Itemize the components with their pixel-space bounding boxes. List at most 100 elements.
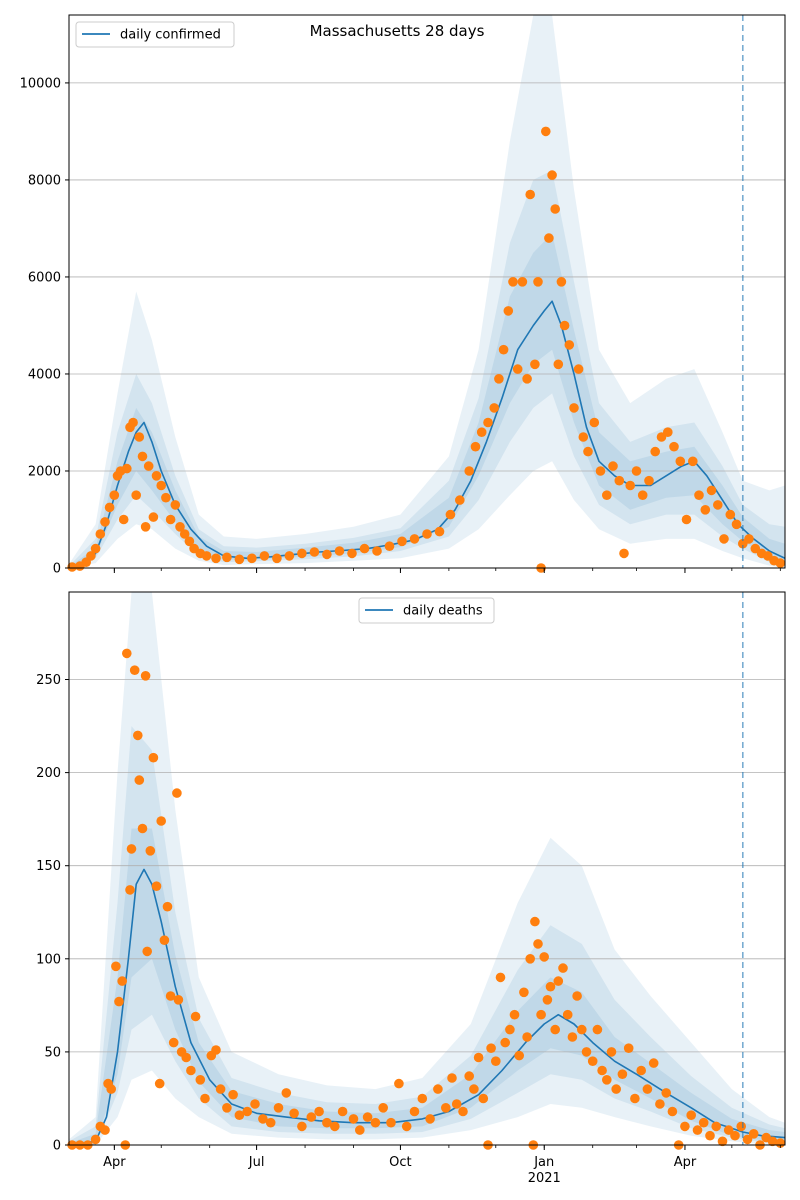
cases-data-point [731, 519, 742, 530]
deaths-data-point [265, 1117, 276, 1128]
cases-data-point [573, 364, 584, 374]
deaths-y-tick-label: 100 [36, 952, 61, 967]
deaths-data-point [623, 1043, 634, 1053]
deaths-data-point [250, 1099, 260, 1109]
deaths-data-point [680, 1121, 690, 1132]
cases-points-layer [67, 126, 786, 573]
deaths-data-point [273, 1103, 284, 1113]
cases-data-point [284, 551, 295, 561]
deaths-data-point [151, 881, 162, 891]
cases-data-point [583, 446, 593, 457]
deaths-data-point [642, 1084, 653, 1094]
cases-data-point [95, 529, 106, 539]
deaths-data-point [447, 1073, 457, 1083]
deaths-data-point [530, 916, 540, 927]
deaths-data-point [154, 1078, 165, 1089]
deaths-data-point [686, 1110, 696, 1120]
cases-data-point [384, 541, 395, 551]
deaths-data-point [519, 987, 529, 998]
deaths-data-point [550, 1024, 560, 1035]
deaths-data-point [553, 976, 564, 986]
cases-data-point [744, 534, 754, 544]
cases-data-point [470, 441, 481, 452]
deaths-y-tick-label: 200 [36, 766, 61, 781]
cases-data-point [334, 546, 345, 556]
deaths-data-point [162, 901, 173, 912]
cases-data-point [719, 534, 729, 544]
cases-data-point [372, 546, 382, 556]
cases-data-point [184, 536, 195, 547]
deaths-data-point [451, 1099, 462, 1109]
deaths-data-point [386, 1117, 396, 1128]
cases-data-point [247, 553, 257, 564]
cases-data-point [464, 466, 475, 476]
deaths-data-point [181, 1052, 191, 1063]
deaths-data-point [106, 1084, 116, 1094]
cases-data-point [694, 490, 704, 501]
deaths-data-point [648, 1058, 659, 1068]
deaths-data-point [522, 1032, 532, 1042]
cases-legend: daily confirmed [75, 21, 235, 48]
deaths-data-point [258, 1114, 268, 1124]
cases-data-point [700, 505, 711, 515]
deaths-y-tick-label: 150 [36, 859, 61, 874]
cases-y-tick-label: 6000 [28, 270, 61, 285]
cases-data-point [569, 403, 579, 413]
deaths-data-point [723, 1125, 734, 1135]
cases-data-point [669, 441, 679, 452]
cases-data-point [713, 500, 723, 510]
cases-data-point [644, 475, 654, 486]
deaths-data-point [172, 788, 182, 798]
deaths-data-point [577, 1024, 587, 1035]
cases-data-point [90, 543, 101, 554]
deaths-data-point [90, 1134, 101, 1145]
cases-data-point [222, 552, 232, 563]
deaths-data-point [228, 1089, 238, 1100]
deaths-data-point [314, 1106, 324, 1117]
cases-data-point [175, 522, 185, 532]
deaths-data-point [125, 885, 135, 895]
deaths-data-point [597, 1065, 607, 1076]
deaths-series-line [69, 868, 785, 1145]
deaths-data-point [730, 1130, 740, 1141]
deaths-data-point [433, 1084, 443, 1094]
cases-data-point [297, 548, 307, 559]
deaths-data-point [215, 1084, 226, 1094]
cases-data-point [359, 543, 370, 554]
cases-data-point [455, 495, 465, 505]
cases-data-point [498, 344, 509, 355]
deaths-data-point [242, 1106, 252, 1117]
deaths-data-point [636, 1065, 646, 1076]
deaths-data-point [661, 1088, 671, 1098]
cases-data-point [422, 529, 432, 539]
cases-data-point [559, 320, 570, 331]
deaths-data-point [137, 823, 148, 834]
deaths-data-point [473, 1052, 484, 1063]
deaths-data-point [417, 1093, 428, 1104]
cases-data-point [122, 463, 132, 474]
deaths-data-point [148, 752, 159, 763]
deaths-data-point [168, 1037, 179, 1048]
cases-data-point [508, 277, 518, 287]
deaths-data-point [425, 1114, 435, 1124]
deaths-confidence-bands [69, 592, 785, 1145]
deaths-data-point [173, 995, 184, 1005]
deaths-data-point [545, 981, 556, 992]
cases-data-point [675, 456, 686, 467]
deaths-data-point [698, 1117, 709, 1128]
deaths-data-point [495, 972, 506, 983]
deaths-data-point [655, 1099, 665, 1109]
cases-data-point [131, 490, 141, 501]
cases-data-point [544, 233, 554, 243]
cases-data-point [234, 554, 245, 565]
deaths-data-point [111, 961, 121, 972]
cases-data-point [161, 492, 171, 503]
cases-data-point [476, 427, 487, 438]
cases-band-0 [69, 15, 785, 568]
deaths-x-tick-label: Jan [533, 1155, 554, 1170]
deaths-data-point [572, 991, 582, 1001]
cases-data-point [67, 562, 77, 572]
cases-data-point [625, 480, 635, 491]
cases-data-point [148, 512, 159, 522]
